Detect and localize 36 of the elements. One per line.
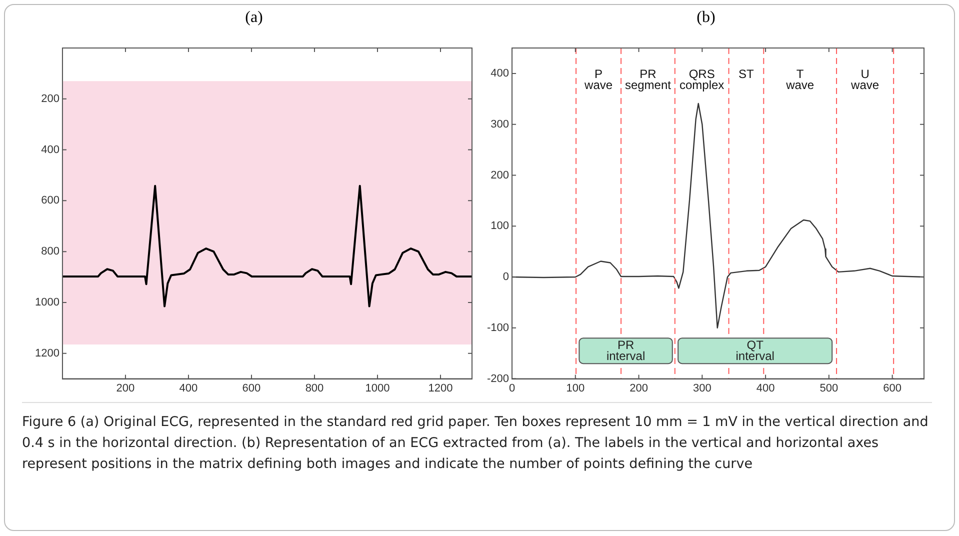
chart-title: (a) — [244, 8, 264, 28]
x-tick-label: 200 — [630, 382, 648, 394]
y-tick-label: 400 — [41, 144, 60, 156]
x-tick-label: 500 — [820, 382, 838, 394]
annotation: QRS complex — [680, 67, 724, 92]
x-tick-label: 200 — [116, 382, 135, 394]
annotation: ST — [738, 67, 755, 81]
x-tick-label: 400 — [756, 382, 775, 394]
chart-title: (b) — [696, 8, 716, 28]
caption: Figure 6 (a) Original ECG, represented in the standard red grid paper. Ten boxes represent 10 mm = 1 mV in the vertical direction and 0.4 s in the horizontal direction. (b) Representation of an ECG extracted from (a). The labels in the vertical and horizontal axes represent positions in the matrix defining both images and indicate the number of points defining the curve — [22, 413, 930, 474]
y-tick-label: -100 — [486, 322, 510, 334]
y-tick-label: 1200 — [34, 347, 60, 360]
y-tick-label: 200 — [41, 92, 60, 105]
x-tick-label: 600 — [242, 382, 261, 394]
annotation: T wave — [785, 67, 814, 92]
y-tick-label: 0 — [502, 271, 510, 284]
y-tick-label: 100 — [490, 220, 510, 232]
y-tick-label: 600 — [41, 194, 60, 207]
x-tick-label: 400 — [179, 382, 198, 394]
y-tick-label: 400 — [490, 67, 510, 80]
annotation: P wave — [584, 67, 613, 92]
annotation: U wave — [850, 67, 880, 92]
annotation: PR segment — [624, 67, 672, 92]
y-tick-label: 200 — [490, 169, 510, 182]
x-tick-label: 800 — [305, 382, 324, 394]
x-tick-label: 300 — [692, 382, 712, 394]
x-tick-label: 1000 — [365, 382, 390, 394]
band-label: QT interval — [736, 338, 774, 364]
x-tick-label: 1200 — [428, 382, 453, 394]
y-tick-label: -200 — [486, 372, 510, 385]
x-tick-label: 100 — [566, 382, 585, 394]
band-label: PR interval — [606, 338, 646, 364]
x-tick-label: 600 — [883, 382, 902, 394]
y-tick-label: 800 — [41, 246, 60, 258]
y-tick-label: 300 — [490, 118, 510, 130]
y-tick-label: 1000 — [34, 296, 60, 308]
